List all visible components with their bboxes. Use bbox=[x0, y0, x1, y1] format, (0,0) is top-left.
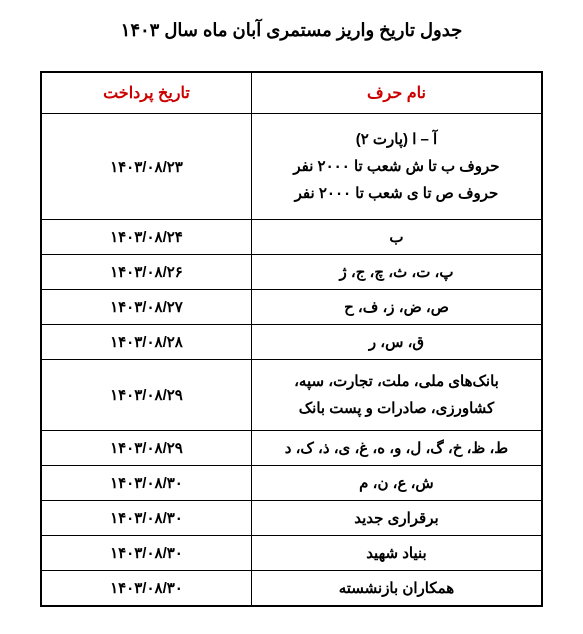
cell-date: ۱۴۰۳/۰۸/۲۹ bbox=[41, 360, 251, 431]
table-row: ب۱۴۰۳/۰۸/۲۴ bbox=[41, 220, 542, 255]
table-title: جدول تاریخ واریز مستمری آبان ماه سال ۱۴۰… bbox=[40, 20, 543, 41]
table-row: ق، س، ر۱۴۰۳/۰۸/۲۸ bbox=[41, 325, 542, 360]
table-row: ص، ض، ز، ف، ح۱۴۰۳/۰۸/۲۷ bbox=[41, 290, 542, 325]
cell-name: آ – ا (پارت ۲)حروف ب تا ش شعب تا ۲۰۰۰ نف… bbox=[251, 114, 542, 220]
table-row: پ، ت، ث، چ، ج، ژ۱۴۰۳/۰۸/۲۶ bbox=[41, 255, 542, 290]
cell-date: ۱۴۰۳/۰۸/۲۶ bbox=[41, 255, 251, 290]
table-body: آ – ا (پارت ۲)حروف ب تا ش شعب تا ۲۰۰۰ نف… bbox=[41, 114, 542, 607]
table-header-row: نام حرف تاریخ پرداخت bbox=[41, 72, 542, 114]
cell-name: بنیاد شهید bbox=[251, 536, 542, 571]
table-row: همکاران بازنشسته۱۴۰۳/۰۸/۳۰ bbox=[41, 571, 542, 607]
cell-date: ۱۴۰۳/۰۸/۳۰ bbox=[41, 466, 251, 501]
cell-name: ق، س، ر bbox=[251, 325, 542, 360]
table-row: برقراری جدید۱۴۰۳/۰۸/۳۰ bbox=[41, 501, 542, 536]
table-row: ط، ظ، خ، گ، ل، و، ه، غ، ی، ذ، ک، د۱۴۰۳/۰… bbox=[41, 431, 542, 466]
header-name: نام حرف bbox=[251, 72, 542, 114]
cell-date: ۱۴۰۳/۰۸/۲۳ bbox=[41, 114, 251, 220]
payment-schedule-table: نام حرف تاریخ پرداخت آ – ا (پارت ۲)حروف … bbox=[40, 71, 543, 607]
table-row: بانک‌های ملی، ملت، تجارت، سپه،کشاورزی، ص… bbox=[41, 360, 542, 431]
cell-name: بانک‌های ملی، ملت، تجارت، سپه،کشاورزی، ص… bbox=[251, 360, 542, 431]
cell-name: ب bbox=[251, 220, 542, 255]
cell-date: ۱۴۰۳/۰۸/۲۸ bbox=[41, 325, 251, 360]
cell-name: همکاران بازنشسته bbox=[251, 571, 542, 607]
table-row: آ – ا (پارت ۲)حروف ب تا ش شعب تا ۲۰۰۰ نف… bbox=[41, 114, 542, 220]
cell-date: ۱۴۰۳/۰۸/۲۹ bbox=[41, 431, 251, 466]
cell-name: ط، ظ، خ، گ، ل، و، ه، غ، ی، ذ، ک، د bbox=[251, 431, 542, 466]
cell-date: ۱۴۰۳/۰۸/۳۰ bbox=[41, 571, 251, 607]
table-row: بنیاد شهید۱۴۰۳/۰۸/۳۰ bbox=[41, 536, 542, 571]
cell-date: ۱۴۰۳/۰۸/۳۰ bbox=[41, 536, 251, 571]
cell-name: ش، ع، ن، م bbox=[251, 466, 542, 501]
cell-date: ۱۴۰۳/۰۸/۲۴ bbox=[41, 220, 251, 255]
header-date: تاریخ پرداخت bbox=[41, 72, 251, 114]
cell-name: پ، ت، ث، چ، ج، ژ bbox=[251, 255, 542, 290]
cell-name: برقراری جدید bbox=[251, 501, 542, 536]
table-row: ش، ع، ن، م۱۴۰۳/۰۸/۳۰ bbox=[41, 466, 542, 501]
cell-name: ص، ض، ز، ف، ح bbox=[251, 290, 542, 325]
cell-date: ۱۴۰۳/۰۸/۳۰ bbox=[41, 501, 251, 536]
cell-date: ۱۴۰۳/۰۸/۲۷ bbox=[41, 290, 251, 325]
